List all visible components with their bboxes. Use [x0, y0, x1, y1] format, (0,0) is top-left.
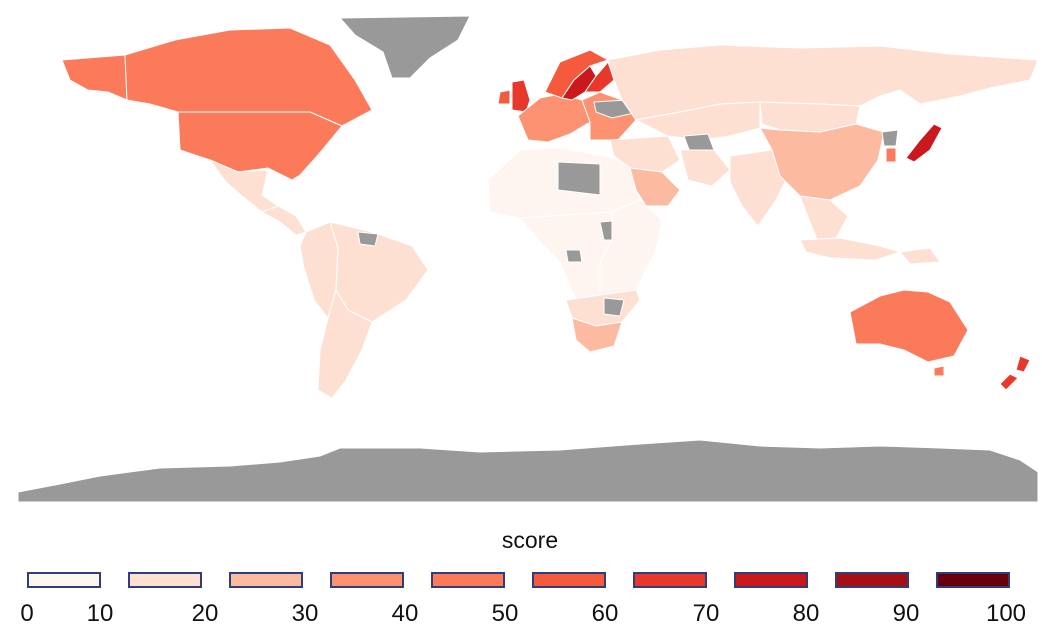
- region-antarctica: [17, 439, 1039, 503]
- region-zimbabwe: [603, 297, 625, 317]
- region-central-africa: [518, 211, 613, 301]
- region-tasmania: [933, 365, 945, 377]
- legend-tick-label: 100: [985, 600, 1027, 627]
- legend-swatch: [229, 572, 303, 588]
- region-turkmenistan: [683, 133, 715, 153]
- region-southern-cone: [317, 288, 373, 399]
- legend-swatch: [431, 572, 505, 588]
- region-united-states: [177, 111, 343, 181]
- legend-swatch: [532, 572, 606, 588]
- region-brazil: [329, 221, 429, 323]
- region-papua-new-guinea: [899, 247, 941, 265]
- region-south-africa: [571, 317, 623, 353]
- region-united-kingdom: [511, 79, 531, 113]
- legend-tick-label: 90: [892, 600, 920, 627]
- region-australia: [849, 289, 969, 363]
- region-china: [759, 123, 885, 201]
- world-choropleth-map: [17, 15, 1039, 503]
- legend-tick-label: 20: [191, 600, 219, 627]
- legend-swatch: [330, 572, 404, 588]
- region-north-korea: [881, 129, 899, 147]
- region-guyana: [357, 231, 379, 247]
- legend-tick-label: 40: [391, 600, 419, 627]
- region-iran: [679, 149, 731, 187]
- region-southeast-asia: [799, 195, 849, 243]
- legend-tick-label: 0: [20, 600, 34, 627]
- legend-swatch: [734, 572, 808, 588]
- region-ireland: [497, 89, 511, 105]
- legend-swatch: [128, 572, 202, 588]
- legend-tick-label: 30: [291, 600, 319, 627]
- legend-swatch: [835, 572, 909, 588]
- region-new-zealand: [999, 355, 1031, 391]
- region-libya: [557, 161, 601, 196]
- legend-title: score: [501, 527, 559, 553]
- region-finland: [584, 61, 615, 93]
- legend-tick-label: 80: [792, 600, 820, 627]
- legend-tick-label: 10: [86, 600, 114, 627]
- region-japan: [905, 123, 943, 163]
- region-central-america: [260, 205, 307, 236]
- region-indonesia: [799, 237, 902, 261]
- region-greenland: [338, 15, 471, 79]
- legend-swatch: [27, 572, 101, 588]
- region-saudi-arabia: [629, 167, 681, 207]
- region-alaska: [61, 54, 128, 101]
- legend-swatch: [633, 572, 707, 588]
- region-congo: [565, 249, 583, 263]
- region-canada: [124, 27, 373, 127]
- legend-tick-label: 60: [591, 600, 619, 627]
- legend-swatch: [936, 572, 1010, 588]
- legend-tick-label: 70: [692, 600, 720, 627]
- legend-tick-label: 50: [491, 600, 519, 627]
- region-south-korea: [885, 147, 897, 163]
